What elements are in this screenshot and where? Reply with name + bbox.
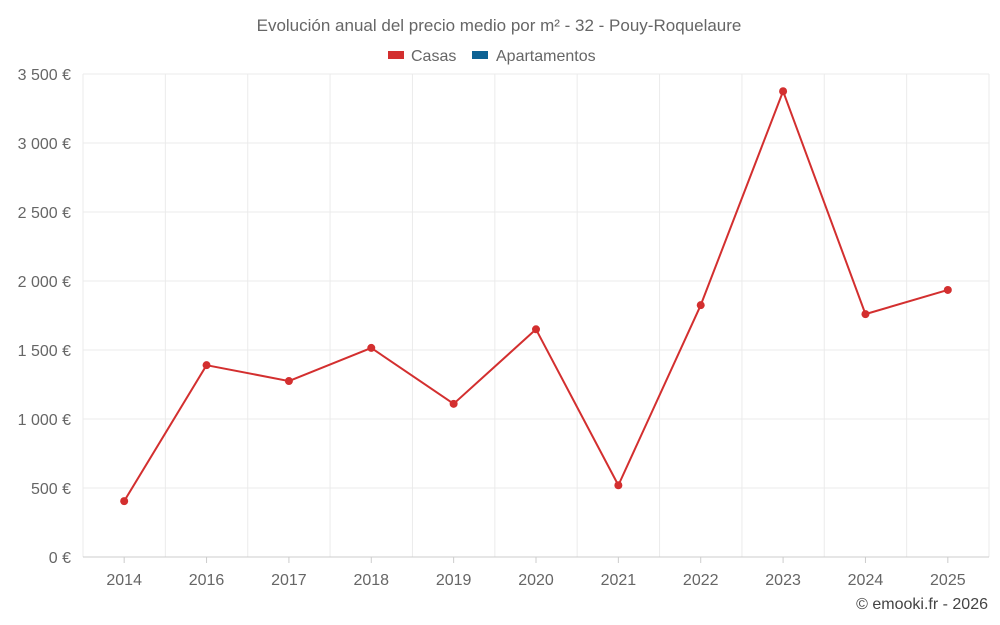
x-tick-label: 2021 (601, 572, 637, 589)
x-tick-label: 2022 (683, 572, 719, 589)
series-casas (120, 87, 952, 506)
data-point[interactable] (614, 481, 623, 490)
x-tick-label: 2020 (518, 572, 554, 589)
data-point[interactable] (943, 285, 952, 294)
y-tick-label: 500 € (31, 481, 71, 498)
x-tick-label: 2017 (271, 572, 307, 589)
chart-title: Evolución anual del precio medio por m² … (257, 16, 742, 35)
x-axis: 2014 2016 2017 2018 2019 2020 2021 2022 2023 2024… (83, 556, 989, 589)
legend-swatch-apartamentos (472, 51, 488, 59)
x-tick-label: 2014 (106, 572, 142, 589)
legend-label-casas: Casas (411, 48, 456, 65)
data-point[interactable] (532, 325, 540, 334)
y-tick-label: 0 € (49, 550, 71, 567)
legend-label-apartamentos: Apartamentos (496, 48, 596, 65)
x-tick-label: 2018 (353, 572, 389, 589)
credit-text: © emooki.fr - 2026 (856, 596, 988, 613)
y-tick-label: 1 000 € (18, 412, 71, 429)
x-tick-label: 2023 (765, 572, 801, 589)
data-point[interactable] (284, 377, 293, 386)
grid-lines (82, 73, 990, 557)
y-tick-label: 3 500 € (18, 67, 71, 84)
y-tick-label: 3 000 € (18, 136, 71, 153)
legend: Casas Apartamentos (388, 48, 596, 65)
data-point[interactable] (367, 343, 376, 352)
x-tick-label: 2016 (189, 572, 225, 589)
legend-item-casas[interactable]: Casas (388, 48, 456, 65)
data-point[interactable] (120, 497, 129, 506)
data-point[interactable] (779, 87, 788, 96)
x-tick-label: 2024 (848, 572, 884, 589)
data-point[interactable] (449, 399, 458, 408)
data-point[interactable] (696, 301, 705, 310)
legend-swatch-casas (388, 51, 404, 59)
x-tick-label: 2019 (436, 572, 472, 589)
y-tick-label: 2 500 € (18, 205, 71, 222)
data-point[interactable] (202, 361, 211, 370)
x-tick-label: 2025 (930, 572, 966, 589)
y-tick-label: 1 500 € (18, 343, 71, 360)
y-tick-label: 2 000 € (18, 274, 71, 291)
y-axis: 0 € 500 € 1 000 € 1 500 € 2 000 € 2 500 € 3 00… (18, 67, 71, 567)
legend-item-apartamentos[interactable]: Apartamentos (472, 48, 596, 65)
data-point[interactable] (861, 310, 870, 319)
